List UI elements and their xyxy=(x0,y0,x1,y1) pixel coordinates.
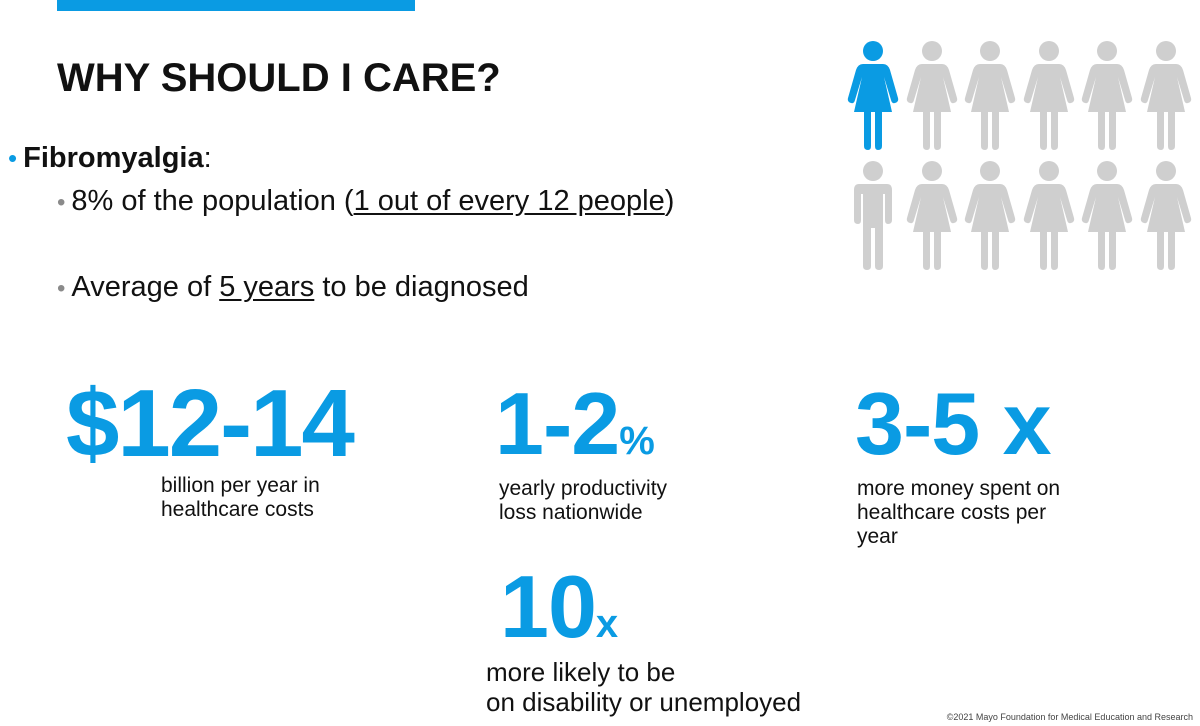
topic-bullet: • Fibromyalgia: xyxy=(8,142,212,175)
stat-value: 1-2% xyxy=(495,374,655,473)
stat-caption: more money spent on healthcare costs per y… xyxy=(857,477,1061,548)
bullet-dot: • xyxy=(57,275,66,302)
woman-icon xyxy=(1140,161,1191,270)
woman-icon xyxy=(964,161,1016,270)
diagnosis-text-pre: Average of xyxy=(71,271,220,303)
woman-icon xyxy=(1023,41,1074,150)
diagnosis-text-underlined: 5 years xyxy=(219,271,315,303)
population-text-post: ) xyxy=(664,185,675,217)
bullet-dot: • xyxy=(57,189,66,216)
population-bullet: • 8% of the population (1 out of every 12… xyxy=(57,185,674,218)
stat-caption: yearly productivity loss nationwide xyxy=(499,477,668,524)
woman-icon xyxy=(906,161,957,270)
stat-value: 3-5 x xyxy=(855,374,1052,473)
diagnosis-bullet: • Average of 5 years to be diagnosed xyxy=(57,271,529,304)
woman-icon xyxy=(1023,161,1074,270)
woman-icon xyxy=(847,41,899,150)
woman-icon xyxy=(1140,41,1191,150)
stat-value: 10x xyxy=(500,557,618,656)
man-icon xyxy=(854,161,892,270)
woman-icon xyxy=(906,41,957,150)
people-icon-array xyxy=(846,40,1198,276)
woman-icon xyxy=(964,41,1016,150)
population-text-underlined: 1 out of every 12 people xyxy=(353,185,665,217)
stat-caption: billion per year in healthcare costs xyxy=(161,474,320,521)
topic-colon: : xyxy=(203,142,212,174)
woman-icon xyxy=(1081,161,1133,270)
accent-bar xyxy=(57,0,415,11)
topic-label: Fibromyalgia xyxy=(23,142,204,174)
stat-value: $12-14 xyxy=(66,370,355,477)
diagnosis-text-post: to be diagnosed xyxy=(314,271,529,303)
stat-caption: more likely to be on disability or unempl… xyxy=(486,657,802,717)
bullet-dot: • xyxy=(8,143,18,173)
copyright-footer: ©2021 Mayo Foundation for Medical Educat… xyxy=(946,712,1193,722)
population-text-pre: 8% of the population ( xyxy=(71,185,354,217)
slide-title: WHY SHOULD I CARE? xyxy=(57,56,501,100)
woman-icon xyxy=(1081,41,1133,150)
